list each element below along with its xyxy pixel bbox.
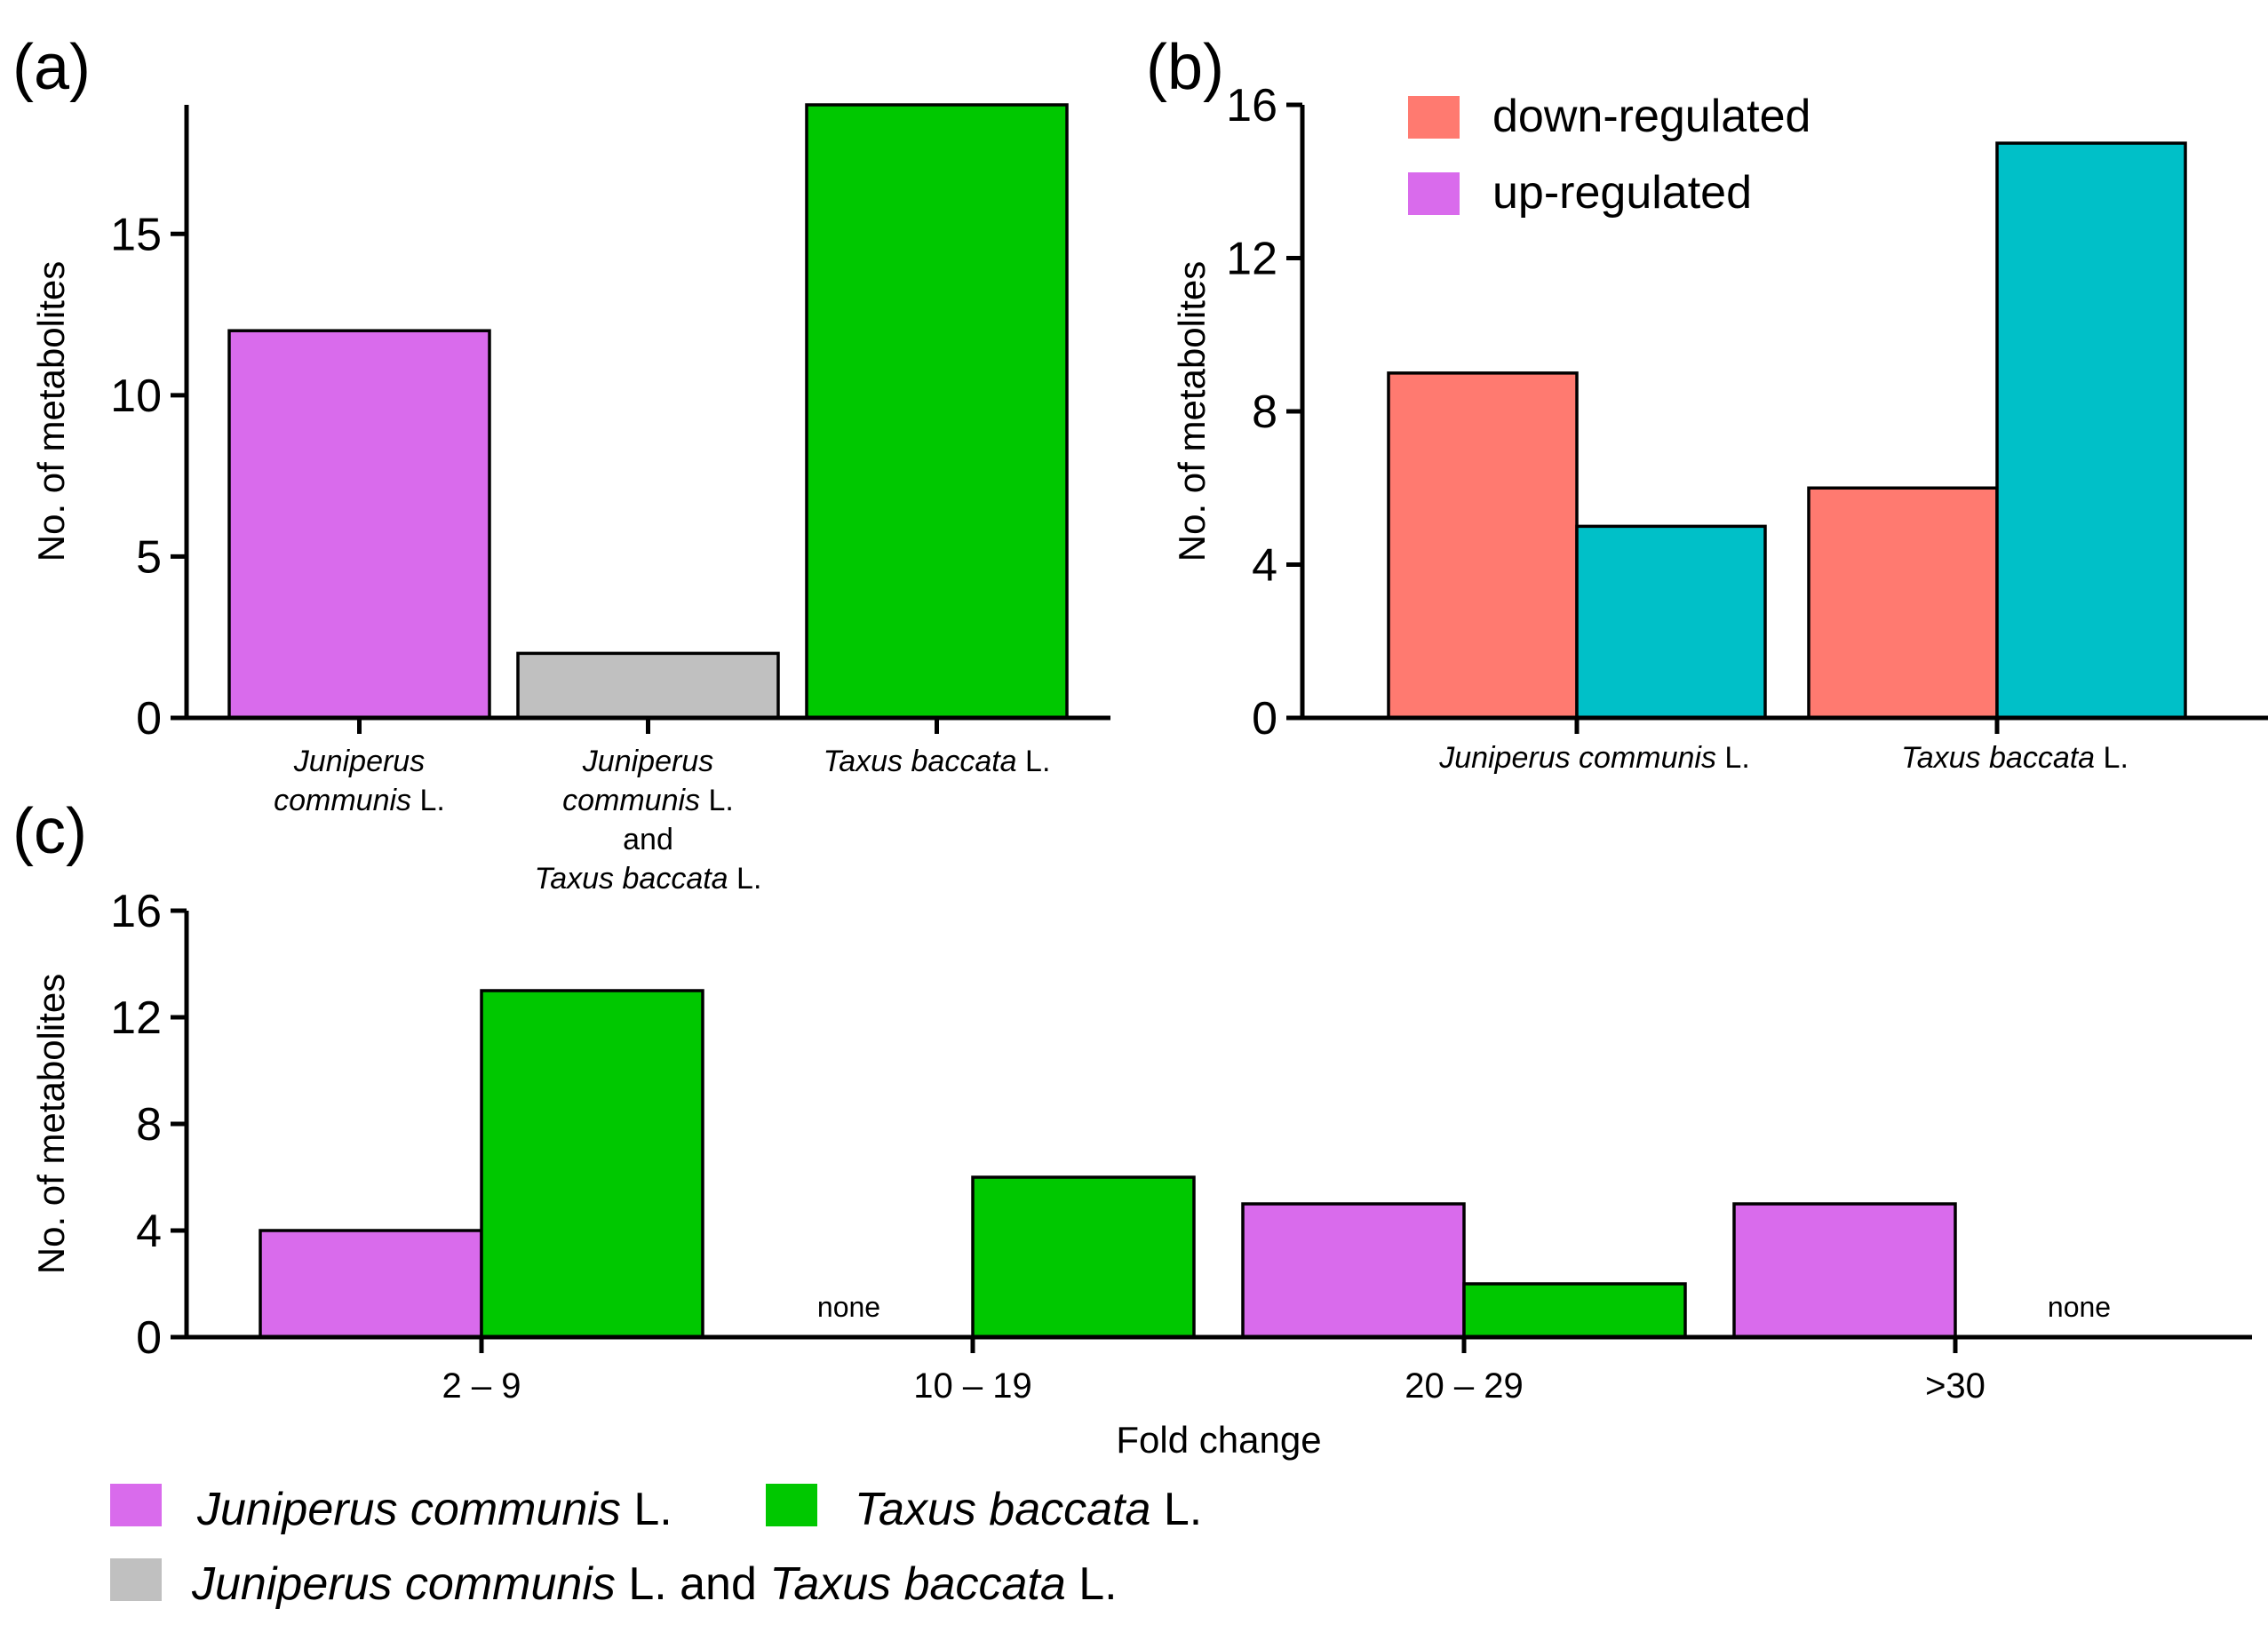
bar-b-1-0 <box>1807 486 1999 720</box>
main-legend: Juniperus communis L. Taxus baccata L.Jun… <box>110 1484 1202 1610</box>
bar-c-0-0 <box>259 1229 483 1339</box>
y-tick-label: 10 <box>110 370 162 422</box>
x-tick-label: communis L. <box>274 784 445 817</box>
x-tick-label: Juniperus <box>293 745 425 778</box>
x-tick-label-part: and <box>623 823 673 856</box>
x-tick-label-part: Juniperus <box>293 745 425 778</box>
x-tick-label-part: Taxus baccata <box>535 862 728 896</box>
y-axis-label: No. of metabolites <box>30 974 72 1275</box>
x-tick-label-part: L. <box>411 784 445 817</box>
legend-label-both: Juniperus communis L. and Taxus baccata … <box>191 1558 1118 1610</box>
y-axis-label: No. of metabolites <box>30 261 72 562</box>
bar-c-1-1 <box>971 1175 1196 1339</box>
bar-a-2 <box>805 103 1069 720</box>
legend-b-label: down-regulated <box>1492 91 1810 142</box>
x-tick-label: Taxus baccata L. <box>535 862 762 896</box>
x-tick-label: 2 – 9 <box>442 1366 521 1406</box>
legend-swatch-juniperus <box>110 1484 162 1526</box>
legend-swatch-both <box>110 1558 162 1601</box>
x-tick-label-part: L. <box>700 784 734 817</box>
x-tick-label: Juniperus communis L. <box>1438 741 1750 775</box>
x-tick-label: 20 – 29 <box>1405 1366 1523 1406</box>
panel-label-a: (a) <box>12 32 91 103</box>
bar-c-2-1 <box>1462 1282 1687 1339</box>
x-tick-label-part: communis <box>562 784 700 817</box>
panel-label-b: (b) <box>1146 32 1224 103</box>
legend-label-italic: Juniperus communis <box>196 1484 621 1535</box>
y-tick-label: 0 <box>1252 693 1277 745</box>
none-annotation: none <box>817 1291 880 1323</box>
legend-label-suffix: L. <box>1150 1484 1202 1535</box>
legend-label-taxus: Taxus baccata L. <box>855 1484 1202 1535</box>
panel-label-c: (c) <box>12 796 87 867</box>
chart-panel-c: 0 4 8 12 16 No. of metabolites 2 – 9 10 – 19 20 … <box>30 886 2252 1461</box>
none-annotation: none <box>2048 1291 2111 1323</box>
legend-b-label: up-regulated <box>1492 167 1752 219</box>
bar-b-0-0 <box>1387 371 1579 720</box>
bar-c-0-1 <box>480 989 704 1339</box>
y-tick-label: 4 <box>1252 540 1277 592</box>
y-tick-label: 5 <box>136 531 162 583</box>
x-tick-label-part: Taxus baccata <box>824 745 1017 778</box>
legend-label-both-part: Juniperus communis <box>191 1558 616 1610</box>
x-tick-label-part: communis <box>274 784 411 817</box>
x-tick-label-part: L. <box>2095 741 2129 775</box>
legend-label-suffix: L. <box>621 1484 672 1535</box>
x-tick-label: >30 <box>1925 1366 1985 1406</box>
x-tick-label-part: Juniperus communis <box>1438 741 1716 775</box>
y-tick-label: 15 <box>110 209 162 260</box>
x-tick-label-part: Taxus baccata <box>1901 741 2095 775</box>
y-tick-label: 0 <box>136 1312 162 1364</box>
y-tick-label: 0 <box>136 693 162 745</box>
legend-label-juniperus: Juniperus communis L. <box>196 1484 672 1535</box>
legend-label-both-part: Taxus baccata <box>769 1558 1065 1610</box>
bar-a-1 <box>516 651 780 720</box>
y-tick-label: 12 <box>1226 234 1277 285</box>
legend-label-italic: Taxus baccata <box>855 1484 1150 1535</box>
legend-b-swatch <box>1408 96 1460 139</box>
y-tick-label: 4 <box>136 1206 162 1257</box>
x-tick-label: 10 – 19 <box>913 1366 1031 1406</box>
legend-label-both-part: L. and <box>616 1558 769 1610</box>
x-tick-label-part: L. <box>1716 741 1750 775</box>
x-axis-label: Fold change <box>1116 1419 1321 1461</box>
chart-panel-a: 0 5 10 15 No. of metabolites Juniperus communi… <box>30 103 1110 896</box>
y-tick-label: 8 <box>1252 386 1277 438</box>
y-tick-label: 12 <box>110 992 162 1044</box>
legend-b-swatch <box>1408 172 1460 215</box>
y-tick-label: 8 <box>136 1099 162 1151</box>
y-axis-label: No. of metabolites <box>1171 261 1213 562</box>
x-tick-label: communis L. <box>562 784 734 817</box>
x-tick-label: Taxus baccata L. <box>1901 741 2129 775</box>
x-tick-label: Juniperus <box>582 745 713 778</box>
y-tick-label: 16 <box>1226 80 1277 131</box>
bar-c-2-0 <box>1241 1202 1466 1339</box>
x-tick-label-part: L. <box>728 862 762 896</box>
legend-label-both-part: L. <box>1066 1558 1118 1610</box>
legend-swatch-taxus <box>766 1484 817 1526</box>
x-tick-label-part: L. <box>1017 745 1051 778</box>
x-tick-label-part: Juniperus <box>582 745 713 778</box>
bar-c-3-0 <box>1732 1202 1957 1339</box>
chart-panel-b: 0 4 8 12 16 No. of metabolites Juniperus commu… <box>1171 80 2268 775</box>
bar-b-1-1 <box>1995 141 2187 720</box>
y-tick-label: 16 <box>110 886 162 937</box>
bar-b-0-1 <box>1575 524 1767 720</box>
x-tick-label: Taxus baccata L. <box>824 745 1051 778</box>
bar-a-0 <box>227 329 491 720</box>
x-tick-label: and <box>623 823 673 856</box>
